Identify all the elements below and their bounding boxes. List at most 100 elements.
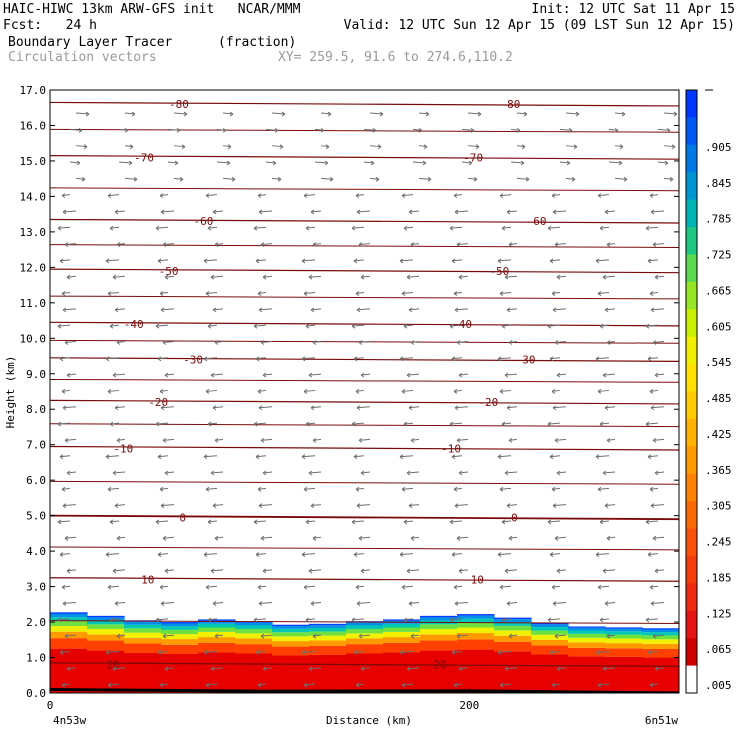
circulation-vector [112,667,126,670]
circulation-vector-head [401,584,406,590]
circulation-vector-head [257,291,262,296]
circulation-vector [504,471,518,474]
circulation-vector-head [650,405,655,411]
x-tick-label: 200 [459,699,479,712]
circulation-vector [303,194,316,197]
circulation-vector [109,422,120,425]
circulation-vector [355,487,365,490]
circulation-vector [652,340,665,343]
circulation-vector-head [325,144,330,150]
circulation-vector-head [556,568,561,574]
circulation-vector [353,651,365,653]
circulation-vector [649,292,659,295]
circulation-vector [162,536,175,539]
circulation-vector-head [61,193,66,199]
tracer-cell [494,622,532,626]
circulation-vector-head [649,193,654,199]
circulation-vector [408,406,420,409]
circulation-vector-head [253,421,258,427]
circulation-vector [453,487,463,490]
circulation-vector [497,455,512,458]
circulation-vector-head [260,437,265,443]
circulation-vector-head [157,356,162,362]
circulation-vector-head [360,666,365,672]
circulation-vector-head [597,193,602,199]
x-start-label: 4n53w [53,714,86,727]
circulation-vector-head [673,111,678,117]
colorbar-swatch [686,473,697,502]
circulation-vector-head [597,486,602,492]
circulation-vector [155,520,169,523]
circulation-vector-head [504,470,509,476]
circulation-vector [599,226,610,229]
circulation-vector-head [377,144,382,150]
tracer-cell [383,652,421,693]
circulation-vector-head [664,160,669,166]
circulation-vector [162,634,175,637]
circulation-vector [61,292,71,295]
circulation-vector [203,651,218,653]
circulation-vector [604,504,616,507]
circulation-vector-head [305,421,310,427]
isotherm-minor [50,620,679,624]
tracer-cell [568,626,606,628]
circulation-vector-head [552,307,557,313]
isotherm--50 [50,268,679,274]
circulation-vector [508,634,518,637]
colorbar-swatch [686,281,697,310]
circulation-vector [453,585,463,588]
circulation-vector [597,487,610,490]
circulation-vector-head [105,454,110,460]
colorbar-label: .845 [705,177,732,190]
circulation-vector-head [652,437,657,443]
circulation-vector-head [410,437,415,443]
isotherm-label: -50 [159,265,179,278]
circulation-vector [159,194,169,197]
circulation-vector [303,292,316,295]
circulation-vector-head [112,470,117,476]
circulation-vector-head [324,160,329,166]
circulation-vector [501,618,512,621]
circulation-vector-head [645,617,650,623]
circulation-vector-head [597,682,602,688]
tracer-cell [272,626,310,629]
circulation-vector-head [262,470,267,476]
circulation-vector [118,161,133,164]
circulation-vector [363,161,375,164]
tracer-cell [198,619,236,621]
circulation-vector-head [449,323,454,329]
tracer-cell [494,641,532,652]
circulation-vector [214,438,224,441]
circulation-vector-head [458,568,463,574]
tracer-cell [531,639,569,646]
circulation-vector-head [551,584,556,590]
circulation-vector [412,128,423,131]
circulation-vector [597,292,610,295]
circulation-vector [451,553,463,556]
circulation-vector-head [59,650,64,655]
circulation-vector-head [358,242,363,248]
circulation-vector [210,275,224,278]
circulation-vector-head [551,193,556,199]
circulation-vector-head [160,503,165,509]
isotherm--10 [50,445,679,451]
circulation-vector [64,634,77,637]
circulation-vector [303,389,316,392]
tracer-cell [235,653,273,693]
circulation-vector [456,340,469,343]
circulation-vector-head [107,584,112,590]
circulation-vector [159,683,169,686]
y-tick-label: 7.0 [26,439,46,452]
circulation-vector-head [595,650,600,655]
circulation-vector [418,177,432,180]
tracer-cell [457,627,495,634]
circulation-vector-head [604,405,609,411]
tracer-cell [50,638,88,649]
circulation-vector-head [650,307,655,313]
circulation-vector-head [105,258,110,264]
circulation-vector [356,406,371,409]
circulation-vector-head [501,421,506,427]
circulation-vector [114,406,126,409]
circulation-vector-head [131,111,136,117]
tracer-cell [494,630,532,636]
